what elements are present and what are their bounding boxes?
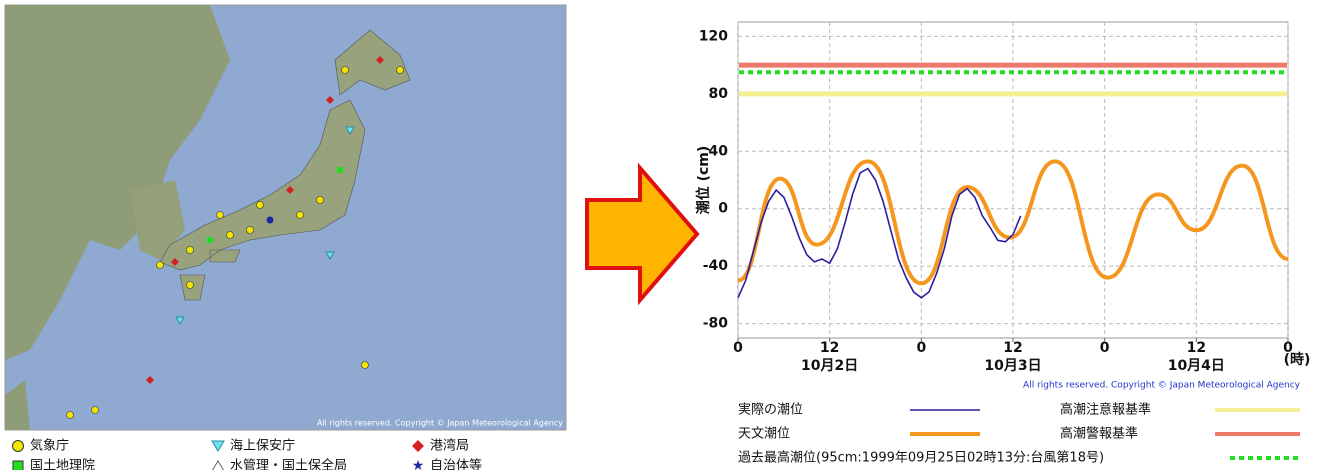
legend-label: 高潮注意報基準 — [1060, 402, 1151, 418]
x-tick-label: 12 — [820, 340, 839, 356]
station-marker — [257, 202, 264, 209]
tide-line — [738, 169, 1021, 298]
map-copyright: All rights reserved. Copyright © Japan M… — [317, 419, 563, 428]
date-label: 10月2日 — [801, 358, 858, 374]
station-marker — [362, 362, 369, 369]
y-tick-label: -40 — [703, 258, 729, 274]
legend-label: 気象庁 — [30, 438, 69, 454]
station-marker — [67, 412, 74, 419]
x-tick-label: 12 — [1003, 340, 1022, 356]
legend-label: 海上保安庁 — [230, 439, 295, 454]
legend-label: 高潮警報基準 — [1060, 426, 1138, 442]
legend-label: 実際の潮位 — [738, 402, 803, 418]
x-tick-label: 0 — [733, 340, 743, 356]
y-tick-label: 80 — [709, 86, 729, 102]
y-tick-label: 0 — [718, 201, 728, 217]
x-tick-label: 0 — [916, 340, 926, 356]
legend-marker — [412, 440, 424, 452]
arrow — [587, 168, 697, 300]
station-marker — [267, 217, 274, 224]
legend-label: 天文潮位 — [738, 427, 790, 442]
station-marker — [187, 282, 194, 289]
x-tick-label: 0 — [1100, 340, 1110, 356]
legend-marker — [212, 461, 224, 470]
page: All rights reserved. Copyright © Japan M… — [0, 0, 1317, 470]
station-marker — [297, 212, 304, 219]
station-marker — [247, 227, 254, 234]
legend-label: 水管理・国土保全局 — [230, 458, 347, 470]
station-marker — [187, 247, 194, 254]
station-marker — [92, 407, 99, 414]
y-tick-label: 40 — [709, 143, 729, 159]
station-marker — [317, 197, 324, 204]
station-marker — [207, 237, 213, 243]
station-marker — [217, 212, 224, 219]
legend-marker — [13, 441, 24, 452]
station-marker — [342, 67, 349, 74]
y-tick-label: 120 — [699, 28, 728, 44]
station-marker — [157, 262, 164, 269]
legend-label: 港湾局 — [430, 438, 469, 454]
station-marker — [397, 67, 404, 74]
y-tick-label: -80 — [703, 316, 729, 332]
legend-marker — [212, 441, 224, 451]
legend-label: 過去最高潮位(95cm:1999年09月25日02時13分:台風第18号) — [738, 450, 1104, 466]
legend-marker — [13, 461, 23, 470]
legend-label: 自治体等 — [430, 458, 482, 470]
date-label: 10月3日 — [984, 358, 1041, 374]
station-marker — [337, 167, 343, 173]
station-marker — [227, 232, 234, 239]
map: All rights reserved. Copyright © Japan M… — [5, 5, 566, 430]
x-tick-label: 0 — [1283, 340, 1293, 356]
chart-copyright: All rights reserved. Copyright © Japan M… — [1023, 381, 1301, 391]
date-label: 10月4日 — [1168, 358, 1225, 374]
x-tick-label: 12 — [1187, 340, 1206, 356]
legend-label: 国土地理院 — [30, 459, 95, 470]
legend-marker: ★ — [412, 458, 425, 470]
